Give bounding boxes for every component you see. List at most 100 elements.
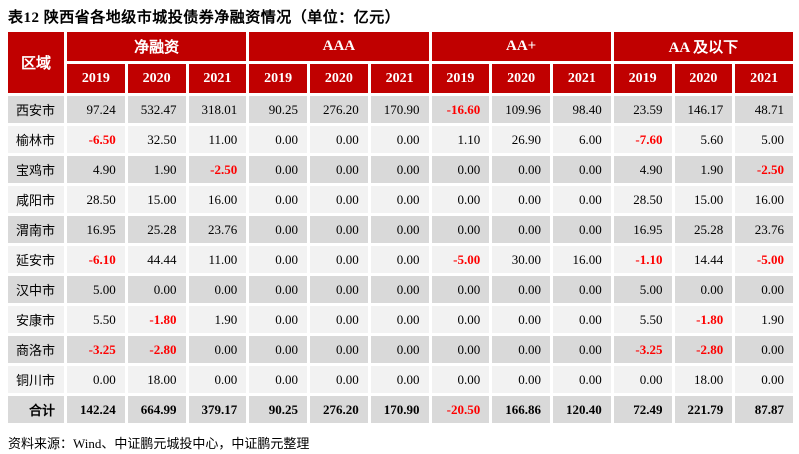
value-cell: 5.00	[735, 126, 793, 153]
value-cell: 0.00	[735, 366, 793, 393]
value-cell: 142.24	[67, 396, 125, 423]
table-row: 宝鸡市 4.90 1.90 -2.50 0.00 0.00 0.00 0.00 0.00 0.00…	[8, 156, 793, 183]
value-cell: 0.00	[431, 336, 490, 363]
value-cell: 146.17	[674, 96, 733, 123]
table-row: 榆林市 -6.50 32.50 11.00 0.00 0.00 0.00 1.10 26.90 6…	[8, 126, 793, 153]
value-cell: 0.00	[370, 246, 429, 273]
value-cell: 5.00	[613, 276, 672, 303]
group-header-aaa: AAA	[249, 32, 429, 61]
value-cell: 5.50	[67, 306, 125, 333]
value-cell: -1.80	[127, 306, 186, 333]
region-cell: 商洛市	[8, 336, 64, 363]
value-cell: -3.25	[613, 336, 672, 363]
table-row: 渭南市 16.95 25.28 23.76 0.00 0.00 0.00 0.00 0.00 0.…	[8, 216, 793, 243]
value-cell: 0.00	[370, 276, 429, 303]
region-cell: 西安市	[8, 96, 64, 123]
value-cell: 5.00	[67, 276, 125, 303]
table-row: 汉中市 5.00 0.00 0.00 0.00 0.00 0.00 0.00 0.00 0.00 5…	[8, 276, 793, 303]
value-cell: 1.90	[188, 306, 247, 333]
total-row: 合计 142.24 664.99 379.17 90.25 276.20 170.90 -20…	[8, 396, 793, 423]
table-row: 铜川市 0.00 18.00 0.00 0.00 0.00 0.00 0.00 0.00 0.00…	[8, 366, 793, 393]
value-cell: 28.50	[67, 186, 125, 213]
group-header-row: 区域 净融资 AAA AA+ AA 及以下	[8, 32, 793, 93]
value-cell: -2.50	[188, 156, 247, 183]
value-cell: 0.00	[310, 216, 368, 243]
year-header: 2020	[674, 64, 733, 93]
value-cell: 1.90	[735, 306, 793, 333]
value-cell: -1.10	[613, 246, 672, 273]
value-cell: -2.80	[674, 336, 733, 363]
value-cell: 0.00	[492, 336, 550, 363]
value-cell: 23.59	[613, 96, 672, 123]
value-cell: 0.00	[613, 366, 672, 393]
year-header: 2019	[613, 64, 672, 93]
value-cell: 0.00	[310, 336, 368, 363]
region-cell: 汉中市	[8, 276, 64, 303]
value-cell: 30.00	[492, 246, 550, 273]
value-cell: 0.00	[431, 366, 490, 393]
value-cell: 0.00	[431, 186, 490, 213]
value-cell: 0.00	[67, 366, 125, 393]
value-cell: 166.86	[492, 396, 550, 423]
value-cell: 170.90	[370, 396, 429, 423]
value-cell: 0.00	[370, 306, 429, 333]
value-cell: 0.00	[310, 156, 368, 183]
value-cell: 0.00	[370, 156, 429, 183]
value-cell: 25.28	[674, 216, 733, 243]
region-column-header: 区域	[8, 32, 64, 93]
value-cell: -5.00	[735, 246, 793, 273]
value-cell: 0.00	[492, 216, 550, 243]
value-cell: 0.00	[249, 336, 307, 363]
value-cell: 0.00	[249, 306, 307, 333]
value-cell: 170.90	[370, 96, 429, 123]
source-note: 资料来源：Wind、中证鹏元城投中心，中证鹏元整理	[8, 436, 310, 451]
value-cell: 0.00	[735, 276, 793, 303]
region-cell: 渭南市	[8, 216, 64, 243]
year-header: 2020	[127, 64, 186, 93]
value-cell: 1.90	[674, 156, 733, 183]
value-cell: 120.40	[553, 396, 611, 423]
value-cell: 16.00	[735, 186, 793, 213]
group-header-aa-and-below: AA 及以下	[613, 32, 793, 61]
value-cell: -6.10	[67, 246, 125, 273]
value-cell: 0.00	[492, 306, 550, 333]
year-header: 2021	[188, 64, 247, 93]
value-cell: 90.25	[249, 96, 307, 123]
value-cell: -7.60	[613, 126, 672, 153]
value-cell: -16.60	[431, 96, 490, 123]
value-cell: 276.20	[310, 396, 368, 423]
value-cell: 16.95	[613, 216, 672, 243]
value-cell: 72.49	[613, 396, 672, 423]
value-cell: 0.00	[370, 216, 429, 243]
table-row: 商洛市 -3.25 -2.80 0.00 0.00 0.00 0.00 0.00 0.00 0.0…	[8, 336, 793, 363]
value-cell: 0.00	[188, 276, 247, 303]
region-cell: 延安市	[8, 246, 64, 273]
region-cell: 榆林市	[8, 126, 64, 153]
region-cell: 合计	[8, 396, 64, 423]
value-cell: 0.00	[310, 126, 368, 153]
value-cell: 48.71	[735, 96, 793, 123]
table-row: 安康市 5.50 -1.80 1.90 0.00 0.00 0.00 0.00 0.00 0.00…	[8, 306, 793, 333]
value-cell: -2.80	[127, 336, 186, 363]
value-cell: 0.00	[310, 366, 368, 393]
year-header: 2021	[370, 64, 429, 93]
value-cell: 0.00	[370, 366, 429, 393]
group-header-aa-plus: AA+	[431, 32, 611, 61]
value-cell: 0.00	[370, 126, 429, 153]
table-title: 表12 陕西省各地级市城投债券净融资情况（单位：亿元）	[8, 10, 401, 26]
value-cell: 664.99	[127, 396, 186, 423]
value-cell: 0.00	[492, 186, 550, 213]
value-cell: 98.40	[553, 96, 611, 123]
value-cell: 97.24	[67, 96, 125, 123]
value-cell: 109.96	[492, 96, 550, 123]
year-header-row: 2019 2020 2021 2019 2020 2021 2019 2020 2021 2019…	[8, 64, 793, 93]
value-cell: 26.90	[492, 126, 550, 153]
region-cell: 安康市	[8, 306, 64, 333]
value-cell: 16.00	[553, 246, 611, 273]
value-cell: 1.90	[127, 156, 186, 183]
value-cell: 16.00	[188, 186, 247, 213]
value-cell: 4.90	[67, 156, 125, 183]
value-cell: -2.50	[735, 156, 793, 183]
value-cell: 11.00	[188, 246, 247, 273]
value-cell: 0.00	[431, 156, 490, 183]
